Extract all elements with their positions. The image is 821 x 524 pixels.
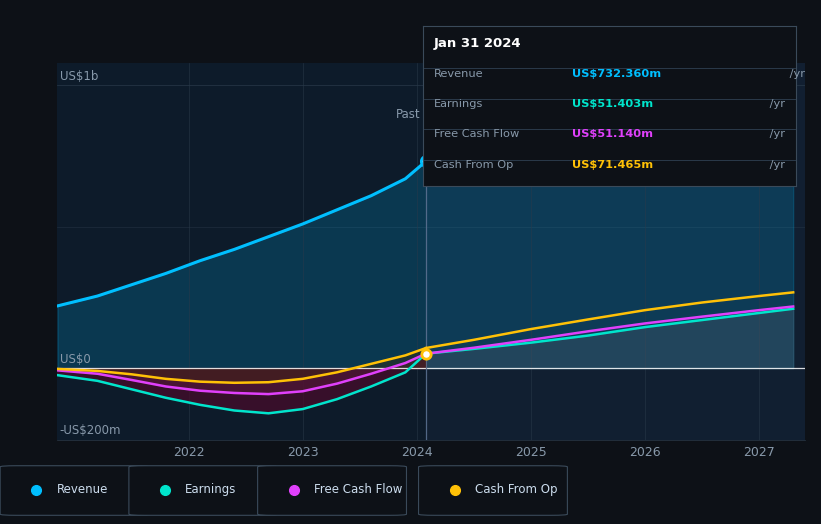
FancyBboxPatch shape xyxy=(0,466,149,515)
Text: Free Cash Flow: Free Cash Flow xyxy=(434,129,519,139)
Text: US$51.140m: US$51.140m xyxy=(572,129,654,139)
Bar xyxy=(426,63,805,440)
Text: US$1b: US$1b xyxy=(60,70,99,83)
Text: /yr: /yr xyxy=(767,129,786,139)
Text: US$51.403m: US$51.403m xyxy=(572,99,654,109)
Text: /yr: /yr xyxy=(767,99,786,109)
Text: Earnings: Earnings xyxy=(186,484,236,496)
Bar xyxy=(57,63,426,440)
Text: Revenue: Revenue xyxy=(434,69,484,79)
Text: Revenue: Revenue xyxy=(57,484,108,496)
FancyBboxPatch shape xyxy=(419,466,567,515)
Text: US$732.360m: US$732.360m xyxy=(572,69,662,79)
Text: -US$200m: -US$200m xyxy=(60,424,122,438)
FancyBboxPatch shape xyxy=(129,466,277,515)
Text: /yr: /yr xyxy=(767,160,786,170)
Text: US$71.465m: US$71.465m xyxy=(572,160,654,170)
FancyBboxPatch shape xyxy=(258,466,406,515)
Text: US$0: US$0 xyxy=(60,353,90,366)
Point xyxy=(420,350,433,358)
Text: Jan 31 2024: Jan 31 2024 xyxy=(434,37,521,50)
Text: Cash From Op: Cash From Op xyxy=(434,160,513,170)
Point xyxy=(420,157,433,166)
Text: Analysts Forecasts: Analysts Forecasts xyxy=(432,108,542,121)
Text: Free Cash Flow: Free Cash Flow xyxy=(314,484,402,496)
Text: Past: Past xyxy=(396,108,420,121)
Text: Earnings: Earnings xyxy=(434,99,484,109)
Text: Cash From Op: Cash From Op xyxy=(475,484,557,496)
Text: /yr: /yr xyxy=(786,69,805,79)
